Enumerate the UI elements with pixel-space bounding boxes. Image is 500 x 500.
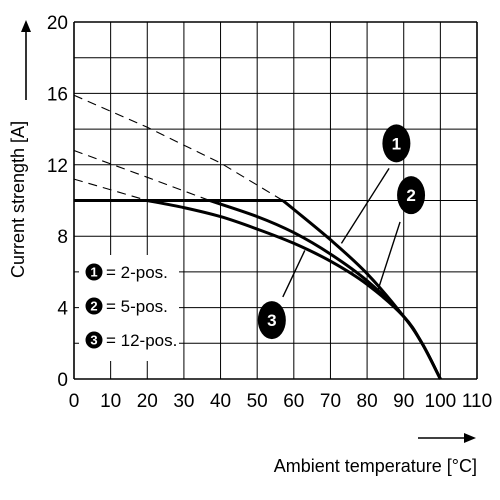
y-tick-label: 8 xyxy=(57,227,68,248)
legend-entry: 3 = 12-pos. xyxy=(85,331,177,350)
callout-bubble xyxy=(257,301,286,340)
x-tick-label: 60 xyxy=(283,391,304,412)
extrapolation-line-3 xyxy=(73,178,148,202)
legend-marker-label: 2 xyxy=(90,299,97,314)
callout-leader xyxy=(377,221,401,290)
callouts: 1 2 3 xyxy=(257,124,426,340)
callout-1: 1 xyxy=(340,124,411,244)
callout-bubble xyxy=(382,124,411,163)
x-tick-label: 70 xyxy=(320,391,341,412)
series-line-1 xyxy=(281,199,442,380)
legend-entry-label: = 5-pos. xyxy=(106,297,168,316)
legend-marker-1 xyxy=(85,263,103,281)
legend-entry: 2 = 5-pos. xyxy=(85,297,168,316)
extrapolation-lines xyxy=(73,94,284,202)
callout-label: 2 xyxy=(406,186,415,205)
x-axis-label: Ambient temperature [°C] xyxy=(274,456,477,476)
legend-marker-2 xyxy=(85,297,103,315)
extrapolation-line-2 xyxy=(73,149,210,202)
y-tick-label: 0 xyxy=(57,370,68,391)
x-tick-label: 80 xyxy=(357,391,378,412)
callout-3: 3 xyxy=(257,250,306,340)
x-tick-label: 20 xyxy=(137,391,158,412)
x-axis-arrow xyxy=(418,433,476,443)
legend-marker-label: 3 xyxy=(90,333,97,348)
callout-label: 3 xyxy=(267,311,276,330)
legend-entry: 1 = 2-pos. xyxy=(85,263,168,282)
callout-leader xyxy=(282,250,306,298)
legend-marker-label: 1 xyxy=(90,265,97,280)
x-tick-label: 40 xyxy=(210,391,231,412)
x-tick-label: 90 xyxy=(393,391,414,412)
callout-2: 2 xyxy=(377,176,426,290)
callout-bubble xyxy=(397,176,426,215)
legend: 1 = 2-pos. 2 = 5-pos. 3 = 12-pos. xyxy=(79,255,179,361)
legend-entry-label: = 12-pos. xyxy=(106,331,177,350)
y-tick-label: 20 xyxy=(47,13,68,34)
x-tick-label: 0 xyxy=(69,391,80,412)
y-axis-arrow xyxy=(21,20,31,100)
legend-marker-3 xyxy=(85,331,103,349)
x-tick-label: 110 xyxy=(462,391,492,412)
series-line-3 xyxy=(147,199,442,380)
extrapolation-line-1 xyxy=(73,94,284,201)
y-tick-label: 12 xyxy=(47,156,68,177)
y-tick-label: 4 xyxy=(57,299,68,320)
x-tick-label: 100 xyxy=(425,391,457,412)
x-tick-label: 30 xyxy=(173,391,194,412)
series-curves xyxy=(74,199,442,380)
series-line-2 xyxy=(209,199,442,380)
x-tick-label: 50 xyxy=(247,391,268,412)
y-axis-label: Current strength [A] xyxy=(8,121,28,278)
y-tick-label: 16 xyxy=(47,84,68,105)
x-tick-label: 10 xyxy=(100,391,121,412)
legend-entry-label: = 2-pos. xyxy=(106,263,168,282)
callout-label: 1 xyxy=(392,134,401,153)
callout-leader xyxy=(340,167,390,244)
